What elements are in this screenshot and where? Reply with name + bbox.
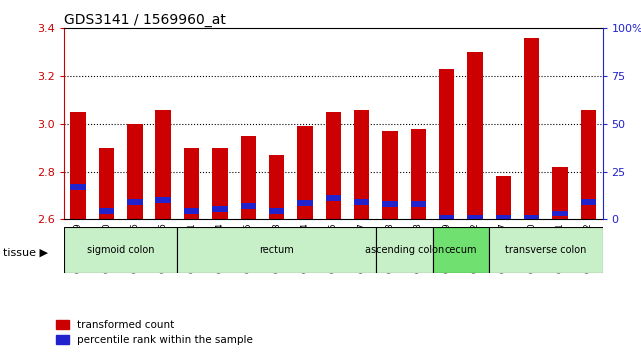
Bar: [297, 200, 313, 206]
Bar: [495, 177, 511, 219]
Bar: [269, 208, 285, 214]
Bar: [524, 38, 540, 219]
Text: transverse colon: transverse colon: [505, 245, 587, 255]
Bar: [127, 124, 143, 219]
Bar: [64, 227, 178, 273]
Bar: [467, 215, 483, 221]
Bar: [524, 215, 540, 221]
Text: ascending colon: ascending colon: [365, 245, 444, 255]
Text: GDS3141 / 1569960_at: GDS3141 / 1569960_at: [64, 13, 226, 27]
Bar: [489, 227, 603, 273]
Text: tissue ▶: tissue ▶: [3, 248, 48, 258]
Bar: [553, 167, 568, 219]
Bar: [326, 195, 341, 201]
Bar: [184, 208, 199, 214]
Bar: [71, 112, 86, 219]
Bar: [269, 155, 285, 219]
Bar: [354, 110, 369, 219]
Legend: transformed count, percentile rank within the sample: transformed count, percentile rank withi…: [56, 320, 253, 345]
Bar: [297, 126, 313, 219]
Bar: [99, 148, 114, 219]
Bar: [410, 201, 426, 207]
Bar: [240, 203, 256, 209]
Bar: [184, 148, 199, 219]
Bar: [240, 136, 256, 219]
Bar: [71, 184, 86, 190]
Text: cecum: cecum: [445, 245, 477, 255]
Bar: [382, 201, 398, 207]
Bar: [127, 199, 143, 205]
Bar: [156, 110, 171, 219]
Bar: [439, 69, 454, 219]
Bar: [495, 215, 511, 221]
Bar: [354, 199, 369, 205]
Bar: [326, 112, 341, 219]
Bar: [178, 227, 376, 273]
Bar: [439, 215, 454, 221]
Bar: [382, 131, 398, 219]
Bar: [553, 211, 568, 217]
Bar: [410, 129, 426, 219]
Bar: [376, 227, 433, 273]
Bar: [156, 198, 171, 203]
Bar: [212, 148, 228, 219]
Text: rectum: rectum: [259, 245, 294, 255]
Bar: [581, 110, 596, 219]
Bar: [212, 206, 228, 212]
Bar: [99, 208, 114, 214]
Bar: [581, 199, 596, 205]
Text: sigmoid colon: sigmoid colon: [87, 245, 154, 255]
Bar: [467, 52, 483, 219]
Bar: [433, 227, 489, 273]
